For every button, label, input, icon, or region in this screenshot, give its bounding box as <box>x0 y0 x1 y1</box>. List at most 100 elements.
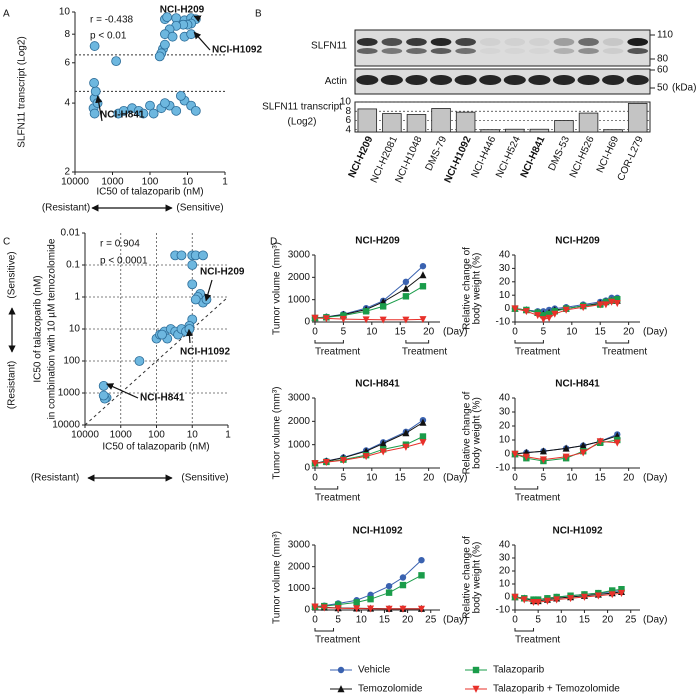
size-marker: 110 <box>657 30 673 41</box>
identity-line <box>84 296 229 426</box>
direction-label: (Resistant) <box>7 361 18 409</box>
marker <box>567 595 575 603</box>
chart-title: NCI-H209 <box>355 236 400 247</box>
marker <box>379 316 387 324</box>
marker <box>399 574 407 581</box>
y-tick-label: 10 <box>499 435 511 446</box>
annotation: NCI-H209 <box>160 5 205 16</box>
y-tick-label: -10 <box>496 463 511 474</box>
x-tick-label: 10000 <box>61 177 89 188</box>
point <box>111 56 122 67</box>
blot-band <box>577 75 600 85</box>
x-axis-label: (Day) <box>443 615 467 626</box>
marker <box>385 605 393 613</box>
point <box>145 100 155 111</box>
y-axis-label: SLFN11 transcript <box>262 102 342 113</box>
marker <box>545 314 553 322</box>
point <box>190 105 201 116</box>
y-tick-label: 40 <box>499 540 511 551</box>
legend-label: Talazoparib + Temozolomide <box>493 684 620 695</box>
y-axis-label: (Log2) <box>288 117 317 128</box>
statistic: p < 0.01 <box>90 31 127 42</box>
marker <box>551 310 559 318</box>
blot-band <box>602 75 625 85</box>
marker <box>334 605 342 613</box>
x-axis-label: (Day) <box>643 327 667 338</box>
x-tick-label: 1 <box>222 177 228 188</box>
y-tick-label: 10 <box>69 324 81 335</box>
y-tick-label: 6 <box>345 115 351 126</box>
x-tick-label: 5 <box>341 473 347 484</box>
marker <box>540 312 547 319</box>
treatment-bracket <box>405 340 430 344</box>
blot-band <box>406 38 427 46</box>
x-tick-label: 0 <box>512 327 518 338</box>
point <box>187 279 198 290</box>
blot-band <box>430 48 452 54</box>
x-tick-label: 20 <box>623 327 635 338</box>
y-tick-label: 0 <box>504 449 510 460</box>
marker <box>613 439 621 447</box>
y-axis-label: body weight (%) <box>472 253 483 325</box>
y-tick-label: 0 <box>304 463 310 474</box>
x-tick-label: 100 <box>142 177 159 188</box>
y-tick-label: 2000 <box>288 272 311 283</box>
legend-marker <box>337 685 345 693</box>
point <box>176 250 187 261</box>
arrow <box>193 31 211 51</box>
y-tick-label: 0 <box>504 592 510 603</box>
blot-band <box>504 48 525 54</box>
x-tick-label: 10 <box>556 615 568 626</box>
point <box>160 39 170 50</box>
y-axis-label: Relative change of <box>462 391 473 474</box>
annotation: NCI-H1092 <box>180 347 230 358</box>
y-tick-label: 4 <box>64 98 70 109</box>
marker <box>402 293 410 300</box>
point <box>89 78 99 88</box>
annotation: NCI-H841 <box>100 110 145 121</box>
x-tick-label: 20 <box>602 615 614 626</box>
direction-label: (Sensitive) <box>176 203 223 214</box>
blot-band <box>429 75 453 85</box>
size-unit: (kDa) <box>672 83 696 94</box>
y-tick-label: 0.1 <box>66 260 80 271</box>
blot-band <box>406 48 427 54</box>
blot-band <box>454 75 477 85</box>
blot-band <box>381 38 403 46</box>
y-tick-label: 0 <box>504 303 510 314</box>
legend-marker <box>337 666 345 674</box>
blot-band <box>529 38 550 46</box>
blot-band <box>356 75 379 85</box>
legend-label: Vehicle <box>358 665 391 676</box>
panel-label: D <box>270 237 277 248</box>
x-tick-label: 20 <box>423 473 435 484</box>
blot-panel <box>354 68 651 95</box>
treatment-bracket <box>314 340 344 344</box>
y-tick-label: 1000 <box>288 439 311 450</box>
panel-label: A <box>3 9 10 20</box>
x-tick-label: 1 <box>225 430 231 441</box>
x-tick-label: 20 <box>402 615 414 626</box>
x-tick-label: 0 <box>312 473 318 484</box>
point <box>171 105 182 116</box>
y-tick-label: 10 <box>499 579 511 590</box>
y-tick-label: 20 <box>499 421 511 432</box>
marker <box>596 301 604 309</box>
x-tick-label: 5 <box>541 327 547 338</box>
point <box>89 108 100 119</box>
marker <box>402 278 410 285</box>
point <box>190 294 201 305</box>
point <box>134 356 145 366</box>
direction-label: (Resistant) <box>42 203 90 214</box>
treatment-bracket <box>514 486 539 490</box>
y-axis-label: Tumor volume (mm³) <box>272 531 283 624</box>
marker <box>419 316 427 324</box>
marker <box>579 441 587 449</box>
blot-band <box>455 38 476 46</box>
blot-band <box>529 48 550 54</box>
plot-frame <box>354 101 651 133</box>
y-tick-label: 0.01 <box>61 228 81 239</box>
marker <box>617 589 626 597</box>
treatment-label: Treatment <box>515 635 560 646</box>
marker <box>579 304 587 312</box>
